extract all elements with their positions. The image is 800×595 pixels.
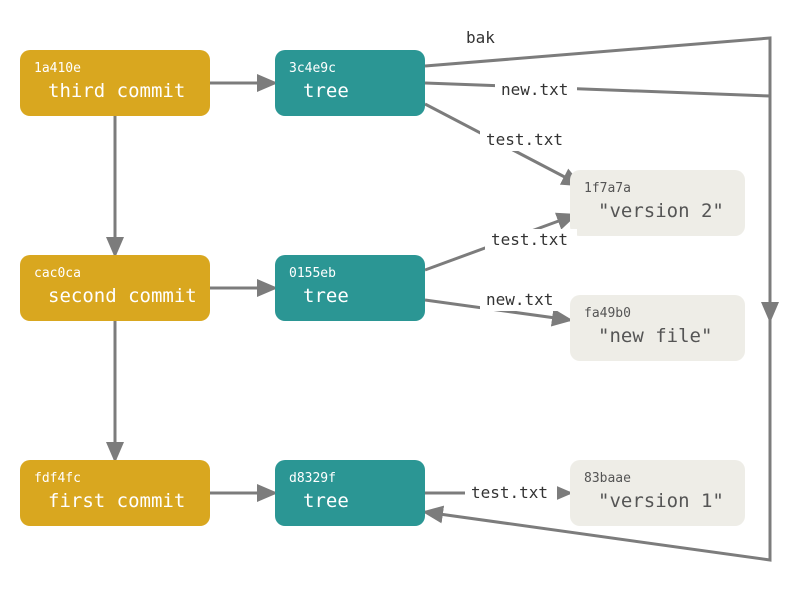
node-hash: fdf4fc: [34, 471, 81, 486]
node-label: "version 2": [598, 200, 724, 222]
node-hash: cac0ca: [34, 266, 81, 281]
node-hash: 1f7a7a: [584, 181, 631, 196]
edge-label-t3-bak: bak: [460, 27, 502, 49]
edge-label-t3-b2: test.txt: [480, 129, 572, 151]
node-hash: 83baae: [584, 471, 631, 486]
nodes-layer: 1a410e third commit cac0ca second commit fdf…: [20, 50, 745, 526]
node-label: "version 1": [598, 490, 724, 512]
node-hash: fa49b0: [584, 306, 631, 321]
node-hash: 0155eb: [289, 266, 336, 281]
edge-label-text: bak: [466, 28, 495, 47]
edge-label-text: new.txt: [486, 290, 553, 309]
node-label: second commit: [48, 285, 197, 307]
edge-label-t1-b1: test.txt: [465, 482, 557, 504]
node-label: tree: [303, 285, 349, 307]
commit-node-c3: 1a410e third commit: [20, 50, 210, 116]
node-label: "new file": [598, 325, 712, 347]
blob-node-b3: fa49b0 "new file": [570, 295, 745, 361]
node-label: third commit: [48, 80, 185, 102]
node-label: first commit: [48, 490, 185, 512]
edge-label-t2-b2: test.txt: [485, 229, 577, 251]
commit-node-c1: fdf4fc first commit: [20, 460, 210, 526]
edge-label-t2-b3: new.txt: [480, 289, 562, 311]
node-label: tree: [303, 80, 349, 102]
node-hash: d8329f: [289, 471, 336, 486]
node-hash: 1a410e: [34, 61, 81, 76]
node-label: tree: [303, 490, 349, 512]
edge-labels-layer: bak new.txt test.txt test.txt new.txt test.tx…: [460, 27, 577, 504]
node-hash: 3c4e9c: [289, 61, 336, 76]
tree-node-t2: 0155eb tree: [275, 255, 425, 321]
commit-node-c2: cac0ca second commit: [20, 255, 210, 321]
tree-node-t1: d8329f tree: [275, 460, 425, 526]
edge-label-text: new.txt: [501, 80, 568, 99]
blob-node-b2: 1f7a7a "version 2": [570, 170, 745, 236]
git-object-diagram: 1a410e third commit cac0ca second commit fdf…: [0, 0, 800, 595]
edge-label-text: test.txt: [471, 483, 548, 502]
tree-node-t3: 3c4e9c tree: [275, 50, 425, 116]
edge-label-t3-b3: new.txt: [495, 79, 577, 101]
edge-label-text: test.txt: [486, 130, 563, 149]
blob-node-b1: 83baae "version 1": [570, 460, 745, 526]
edge-label-text: test.txt: [491, 230, 568, 249]
